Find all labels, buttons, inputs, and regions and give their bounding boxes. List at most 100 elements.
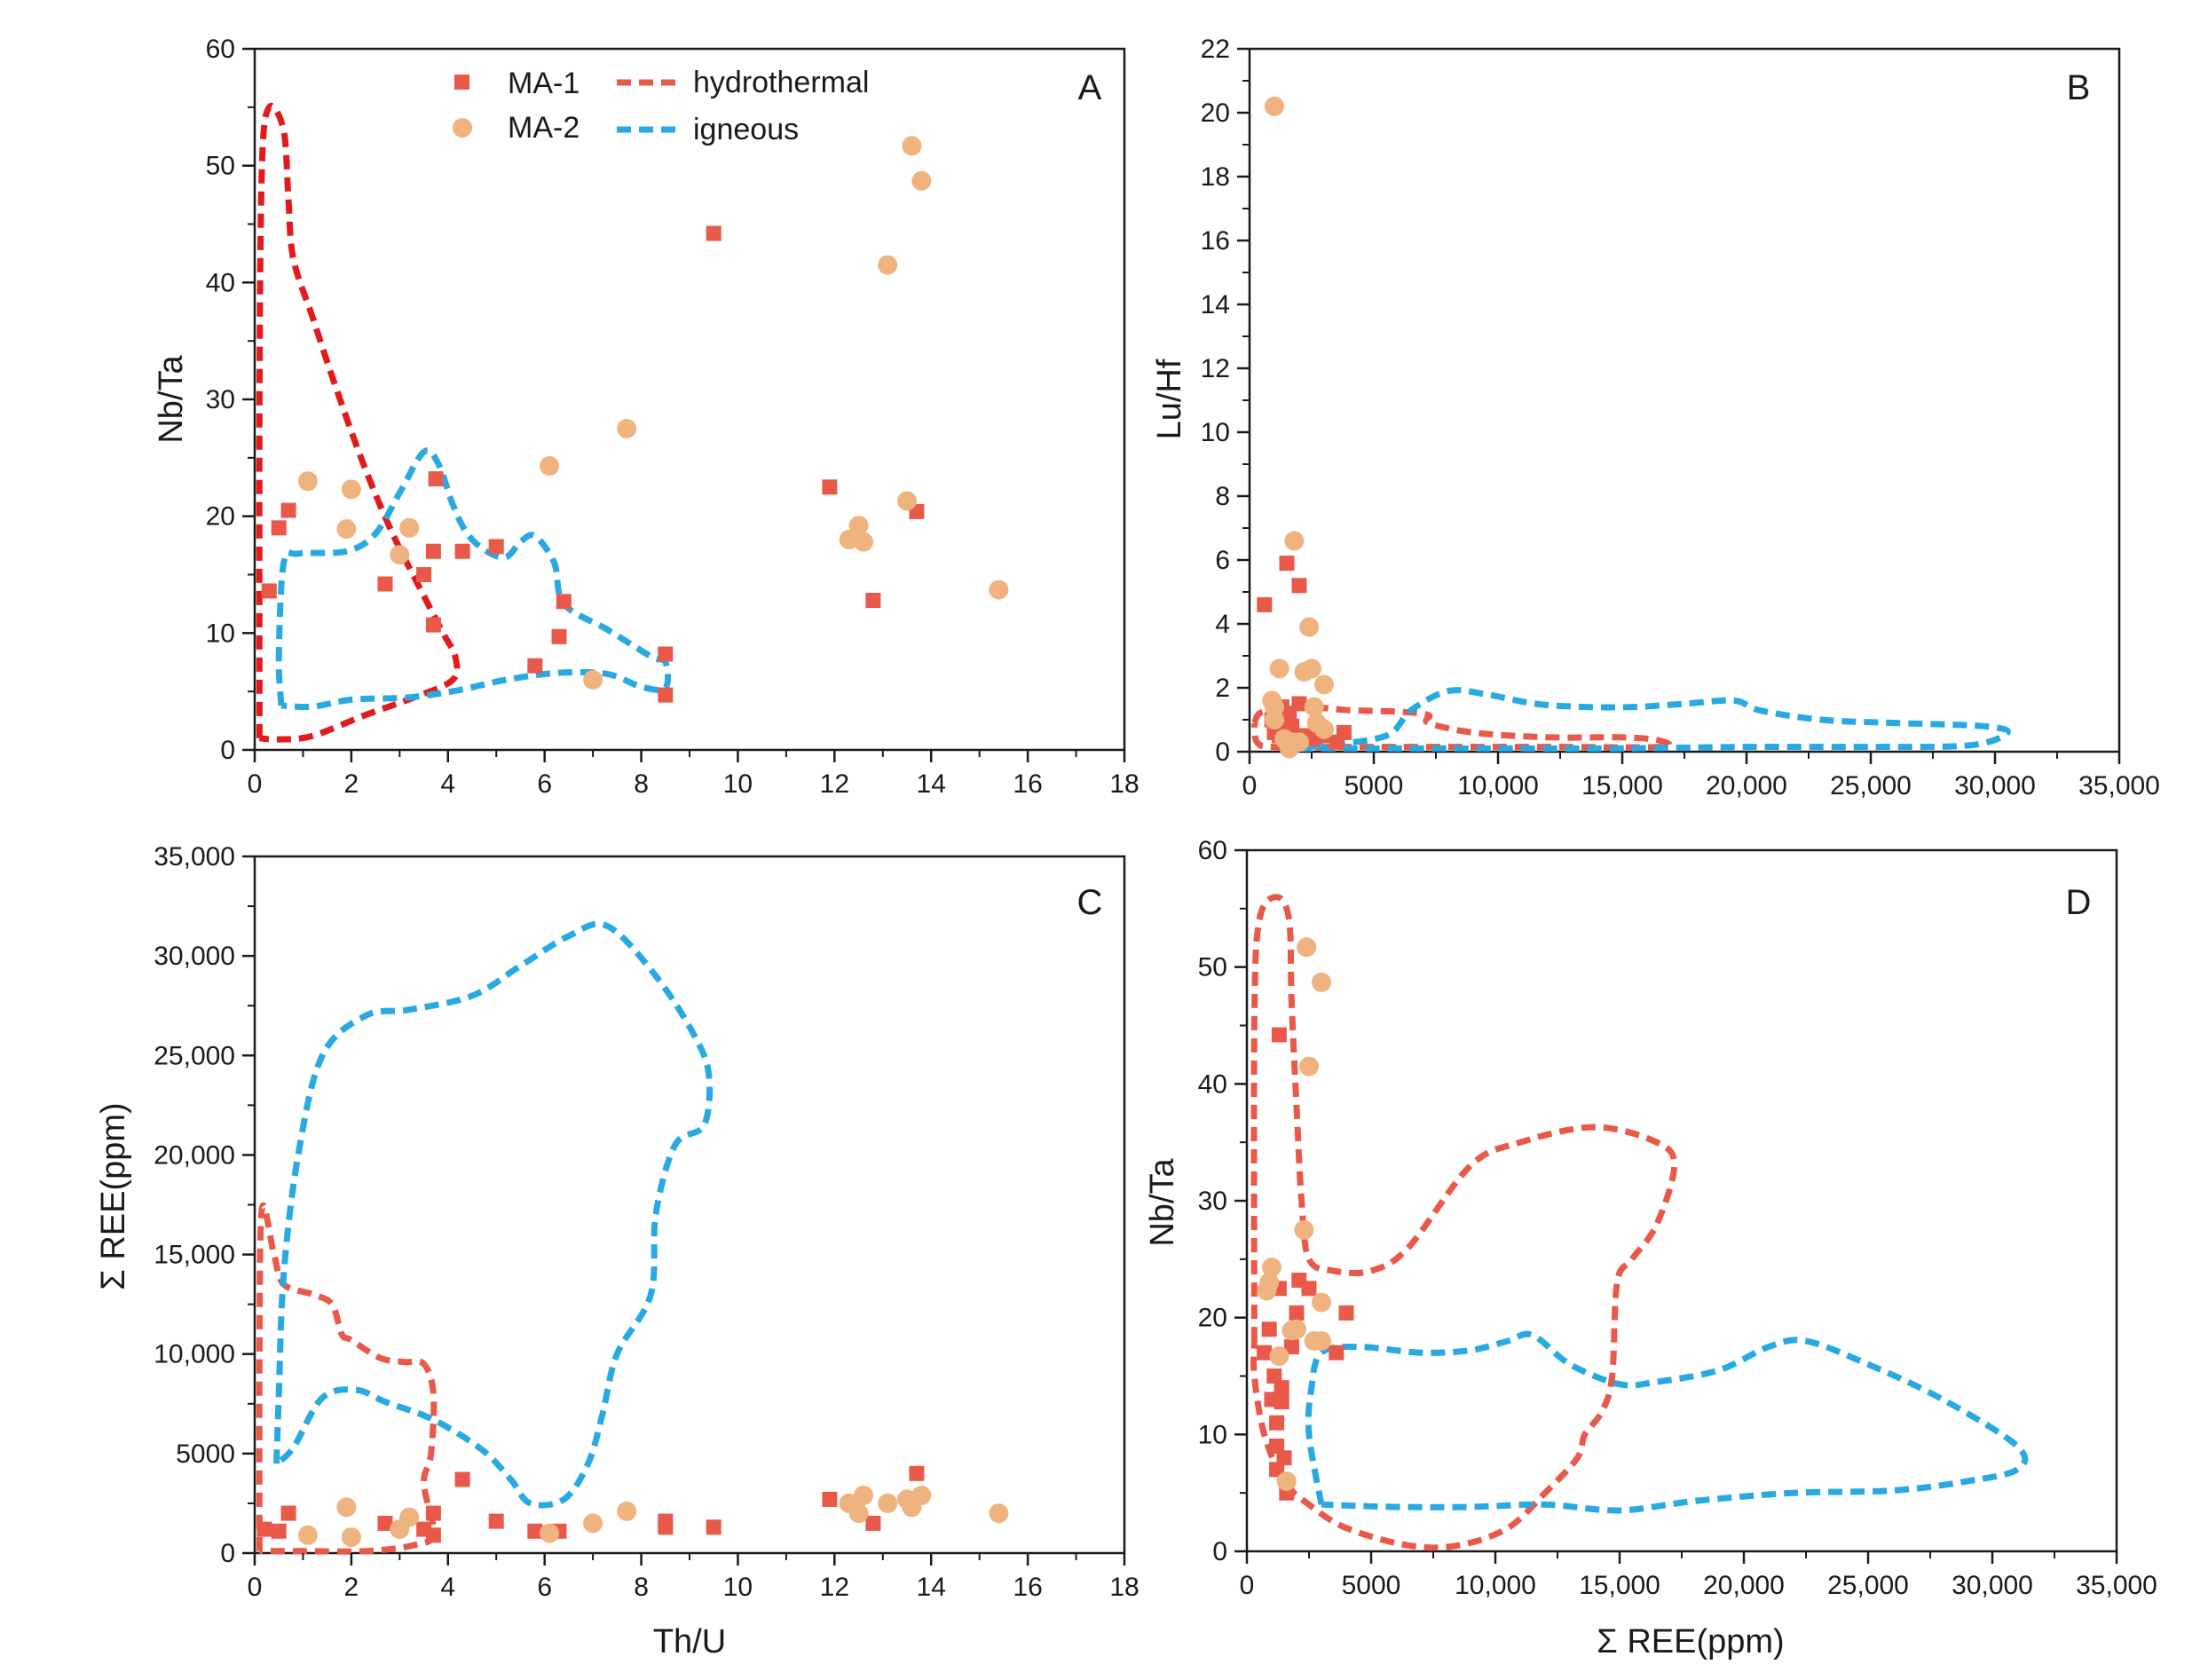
panel-b-ylabel: Lu/Hf <box>1151 359 1188 439</box>
panel-a-y-tick-label: 10 <box>206 619 235 648</box>
panel-c-y-tick-label: 0 <box>220 1539 235 1568</box>
panel-a-ma1-point <box>865 593 881 608</box>
panel-a-label: A <box>1078 68 1102 107</box>
panel-d-ma1-point <box>1276 1450 1292 1466</box>
panel-a-y-tick-label: 20 <box>206 502 235 532</box>
panel-d-xlabel: Σ REE(ppm) <box>1597 1623 1784 1660</box>
panel-a-x-tick-label: 10 <box>723 769 753 799</box>
panel-b-x-tick-label: 5000 <box>1345 771 1404 801</box>
panel-d-y-tick-label: 0 <box>1212 1537 1227 1566</box>
panel-a: 0 2 4 6 8 10 12 14 16 18 0 10 20 30 40 50 60 Nb/Ta A MA-… <box>153 35 1139 799</box>
panel-c-ma1-point <box>454 1471 470 1487</box>
panel-b-ma2-point <box>1269 659 1289 679</box>
panel-a-ma1-point <box>271 520 287 536</box>
panel-c-ma1-point <box>822 1491 838 1507</box>
panel-b-ma2-point <box>1265 697 1284 717</box>
panel-a-y-tick-label: 50 <box>206 152 235 181</box>
panel-b-y-tick-label: 2 <box>1215 674 1230 703</box>
panel-a-ma1-point <box>706 225 722 241</box>
panel-b-ma2-point <box>1265 96 1284 116</box>
panel-d-x-tick-label: 15,000 <box>1579 1571 1660 1600</box>
panel-d-ma1-point <box>1271 1027 1287 1043</box>
panel-b-x-tick-label: 35,000 <box>2078 771 2160 801</box>
panel-b-y-tick-label: 10 <box>1201 418 1230 447</box>
panel-b-ma2-point <box>1289 732 1309 753</box>
panel-a-ma2-point <box>878 255 898 275</box>
panel-b-ma2-point <box>1304 697 1324 717</box>
panel-d-x-tick-label: 30,000 <box>1952 1571 2033 1600</box>
panel-a-ticks: 0 2 4 6 8 10 12 14 16 18 0 10 20 30 40 50 60 <box>206 35 1139 799</box>
panel-c-y-tick-label: 20,000 <box>154 1140 235 1170</box>
panel-a-ma2-point <box>341 479 361 500</box>
panel-b-ma1-point <box>1291 578 1307 594</box>
panel-a-ma1-point <box>454 543 470 559</box>
panel-a-ma1-point <box>428 471 444 486</box>
panel-a-ma2-point <box>839 530 859 549</box>
panel-b-x-tick-label: 0 <box>1242 771 1258 801</box>
legend-hydrothermal-label: hydrothermal <box>693 66 869 99</box>
panel-c: 0 2 4 6 8 10 12 14 16 18 0 5000 10,000 15,000 20,000 25… <box>95 842 1139 1660</box>
panel-c-ma1-point <box>865 1515 881 1531</box>
panel-c-x-tick-label: 8 <box>634 1573 649 1602</box>
panel-c-ma2-point <box>617 1501 637 1521</box>
panel-a-ma2-point <box>989 580 1009 600</box>
panel-b-ma2-point <box>1284 531 1305 551</box>
panel-b-x-tick-label: 20,000 <box>1706 771 1787 801</box>
panel-c-x-tick-label: 4 <box>440 1573 455 1602</box>
legend-ma2-label: MA-2 <box>508 111 580 145</box>
panel-d-y-tick-label: 20 <box>1198 1304 1227 1333</box>
panel-a-ma2-point <box>297 471 318 492</box>
panel-c-ma2-point <box>848 1503 869 1524</box>
panel-b-y-tick-label: 18 <box>1201 162 1230 192</box>
panel-c-x-tick-label: 12 <box>820 1573 849 1602</box>
panel-c-x-tick-label: 14 <box>917 1573 946 1602</box>
panel-a-x-tick-label: 14 <box>917 769 946 799</box>
panel-c-ma1-point <box>280 1505 296 1521</box>
panel-c-hydrothermal-envelope <box>256 1203 438 1555</box>
panel-c-x-tick-label: 18 <box>1109 1573 1139 1602</box>
panel-d-ma1-point <box>1329 1345 1345 1361</box>
panel-c-y-tick-label: 5000 <box>176 1439 235 1469</box>
panel-d-ma2-point <box>1312 1292 1331 1313</box>
panel-a-ma1-point <box>425 543 441 559</box>
panel-d-ma1-point <box>1274 1380 1289 1396</box>
panel-a-ma2-point <box>399 517 420 538</box>
panel-c-x-tick-label: 0 <box>248 1573 263 1602</box>
panel-d-ma1-point <box>1289 1305 1305 1321</box>
panel-c-ylabel: Σ REE(ppm) <box>95 1102 132 1290</box>
panel-c-label: C <box>1077 883 1103 922</box>
panel-d-envelopes <box>1250 894 2029 1551</box>
panel-d-ma2-point <box>1299 1056 1319 1077</box>
panel-b-y-tick-label: 4 <box>1215 610 1230 639</box>
panel-c-igneous-envelope <box>273 920 714 1509</box>
panel-d-ma1-point <box>1301 1281 1317 1297</box>
panel-a-ma2-point <box>540 456 560 476</box>
panel-c-ma2-point <box>336 1497 357 1518</box>
panel-d-x-tick-label: 5000 <box>1342 1571 1401 1600</box>
panel-a-y-tick-label: 0 <box>220 736 235 765</box>
legend-ma1-label: MA-1 <box>508 67 580 100</box>
panel-d-ylabel: Nb/Ta <box>1144 1158 1181 1247</box>
panel-c-y-tick-label: 10,000 <box>154 1340 235 1369</box>
panel-c-ma1-point <box>706 1519 722 1535</box>
panel-a-ma1-point <box>261 583 277 599</box>
panel-c-y-tick-label: 25,000 <box>154 1041 235 1070</box>
panel-a-ma1-point <box>658 646 674 662</box>
panel-b: 0 5000 10,000 15,000 20,000 25,000 30,000 35,00… <box>1151 35 2160 801</box>
panel-d-y-tick-label: 50 <box>1198 953 1227 982</box>
panel-d-y-tick-label: 40 <box>1198 1069 1227 1099</box>
panel-a-ma1-point <box>527 658 543 674</box>
panel-c-y-tick-label: 15,000 <box>154 1241 235 1270</box>
panel-c-ma1-point <box>256 1521 272 1537</box>
panel-c-y-tick-label: 35,000 <box>154 842 235 872</box>
legend-ma1-marker <box>454 75 469 90</box>
panel-d-ma2-point <box>1297 937 1317 958</box>
panel-d-ma2-point <box>1276 1471 1297 1491</box>
panel-c-ma2-point <box>399 1507 420 1527</box>
panel-a-x-tick-label: 18 <box>1109 769 1139 799</box>
panel-b-y-tick-label: 14 <box>1201 290 1230 319</box>
panel-c-x-tick-label: 16 <box>1013 1573 1042 1602</box>
panel-d-ma1-point <box>1274 1394 1289 1409</box>
panel-c-ma2-point <box>297 1525 318 1545</box>
